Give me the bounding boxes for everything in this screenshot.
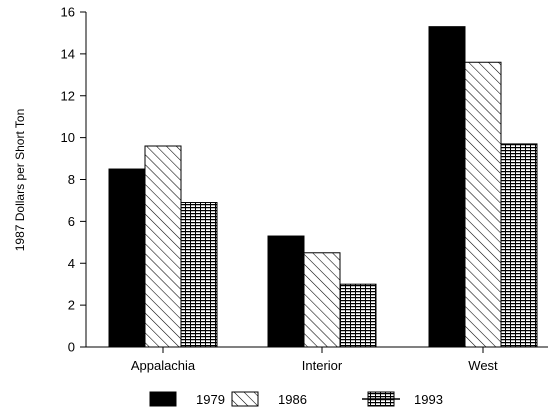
y-tick-label: 4 — [68, 256, 75, 271]
x-axis: Appalachia Interior West — [86, 346, 548, 373]
y-tick-label: 6 — [68, 214, 75, 229]
bar-west-1986 — [464, 61, 502, 348]
bar-appalachia-1993 — [180, 202, 218, 348]
bar-west-1993 — [500, 143, 538, 348]
x-tick-label: Appalachia — [131, 358, 196, 373]
bar-appalachia-1986 — [144, 145, 182, 348]
y-tick-label: 8 — [68, 172, 75, 187]
y-tick-label: 16 — [61, 5, 75, 20]
legend-label: 1979 — [196, 392, 225, 407]
y-tick-label: 12 — [61, 88, 75, 103]
y-axis-title: 1987 Dollars per Short Ton — [13, 109, 27, 252]
x-tick-label: West — [468, 358, 498, 373]
x-tick-label: Interior — [302, 358, 343, 373]
legend-swatch — [231, 391, 259, 407]
y-tick-label: 14 — [61, 46, 75, 61]
legend-label: 1993 — [414, 392, 443, 407]
y-tick-label: 0 — [68, 340, 75, 355]
y-axis: 0 2 4 6 8 10 12 14 16 — [61, 5, 87, 355]
bars — [108, 26, 538, 348]
y-tick-label: 2 — [68, 298, 75, 313]
bar-interior-1986 — [303, 252, 341, 348]
y-tick-label: 10 — [61, 130, 75, 145]
legend-label: 1986 — [278, 392, 307, 407]
legend-swatch — [149, 391, 177, 407]
bar-west-1979 — [428, 26, 466, 348]
bar-appalachia-1979 — [108, 168, 146, 348]
bar-interior-1979 — [267, 235, 305, 348]
legend: 1979 1986 1993 — [149, 391, 443, 407]
bar-interior-1993 — [339, 283, 377, 348]
